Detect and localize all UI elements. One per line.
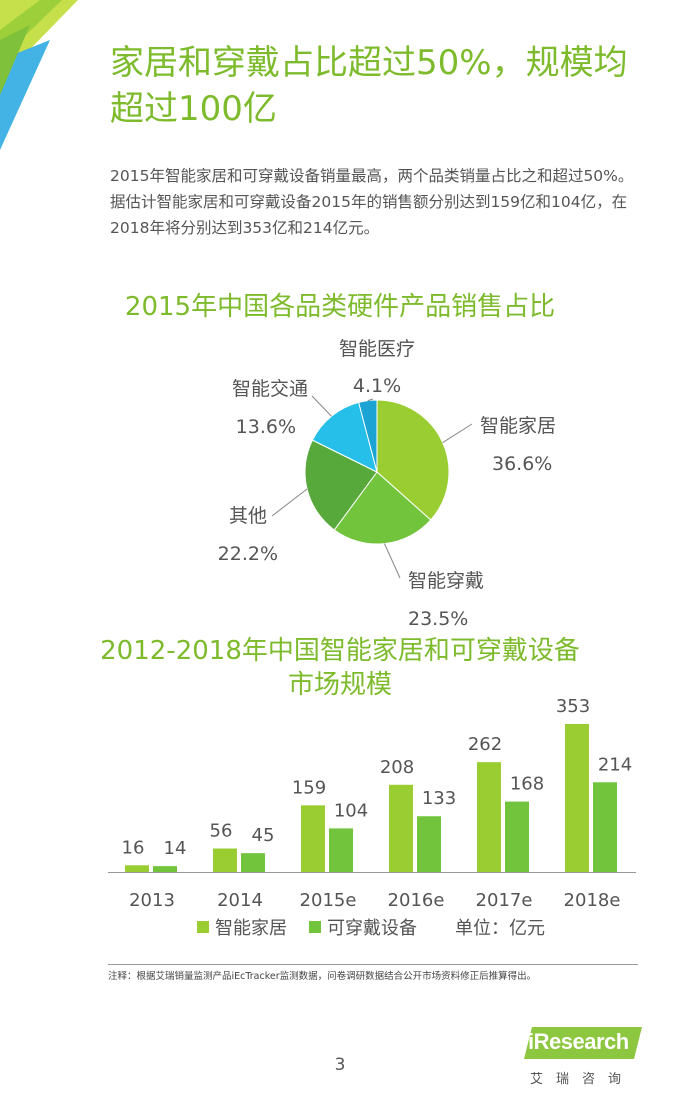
bar	[329, 828, 353, 872]
pie-slice-value: 22.2%	[218, 543, 278, 565]
pie-slice	[311, 401, 378, 473]
bar-value-label: 214	[598, 754, 632, 775]
pie-slice	[304, 439, 378, 531]
pie-leader-line	[311, 395, 332, 417]
pie-slice-value: 23.5%	[408, 608, 468, 630]
pie-leader-line	[271, 488, 308, 517]
logo-chinese: 艾瑞咨询	[530, 1072, 635, 1087]
bar-value-label: 16	[122, 837, 145, 858]
corner-decoration	[0, 0, 78, 150]
legend-swatch	[309, 921, 321, 933]
x-tick-label: 2015e	[300, 890, 357, 911]
pie-chart: 智能家居 36.6% 智能穿戴 23.5% 其他 22.2% 智能交通 13.6% 智能医疗 4.…	[218, 338, 556, 630]
x-tick-label: 2016e	[388, 890, 445, 911]
pie-slice-value: 36.6%	[492, 453, 552, 475]
bar-chart-title: 2012-2018年中国智能家居和可穿戴设备 市场规模	[0, 634, 680, 702]
bar	[417, 816, 441, 872]
bar-value-label: 133	[422, 788, 456, 809]
pie-slice-name: 智能交通	[232, 378, 308, 400]
pie-chart-title: 2015年中国各品类硬件产品销售占比	[124, 292, 556, 322]
bar-chart-title-line: 2012-2018年中国智能家居和可穿戴设备	[100, 636, 580, 666]
bar-value-label: 56	[210, 821, 233, 842]
legend-label: 智能家居	[215, 918, 287, 939]
pie-leader-line	[383, 543, 401, 579]
bar	[125, 865, 149, 872]
pie-slice	[358, 399, 378, 473]
bar	[153, 866, 177, 872]
pie-slice-value: 13.6%	[236, 416, 296, 438]
legend-swatch	[197, 921, 209, 933]
pie-slice-name: 智能家居	[480, 415, 556, 437]
bar-value-label: 104	[334, 800, 368, 821]
footnote-divider	[108, 964, 638, 965]
pie-slice-name: 智能医疗	[339, 338, 415, 360]
page-title: 家居和穿戴占比超过50%，规模均超过100亿	[110, 43, 628, 129]
bar	[241, 853, 265, 872]
intro-line: 据估计智能家居和可穿戴设备2015年的销售额分别达到159亿和104亿，在201…	[110, 193, 628, 237]
bar-value-label: 262	[468, 734, 502, 755]
unit-label: 单位：亿元	[455, 918, 545, 939]
bar	[505, 801, 529, 872]
bar-value-label: 168	[510, 774, 544, 795]
intro-paragraph: 2015年智能家居和可穿戴设备销量最高，两个品类销量占比之和超过50%。 据估计…	[110, 163, 655, 241]
bar-value-label: 45	[252, 825, 275, 846]
pie-leader-line	[367, 398, 374, 402]
bar	[565, 724, 589, 872]
pie-slice-name: 智能穿戴	[408, 570, 484, 592]
x-tick-label: 2017e	[476, 890, 533, 911]
iresearch-logo: iResearch 艾瑞咨询	[520, 1025, 650, 1095]
bar	[593, 782, 617, 872]
x-tick-label: 2018e	[564, 890, 621, 911]
logo-text: iResearch	[528, 1029, 629, 1054]
bar	[389, 784, 413, 872]
intro-line: 2015年智能家居和可穿戴设备销量最高，两个品类销量占比之和超过50%。	[110, 167, 634, 185]
footnote: 注释：根据艾瑞销量监测产品iEcTracker监测数据，问卷调研数据结合公开市场…	[108, 971, 537, 982]
pie-leader-line	[442, 423, 473, 443]
bar	[213, 848, 237, 872]
bar-value-label: 353	[556, 696, 590, 717]
bar-value-label: 14	[164, 838, 187, 859]
bar-chart-title-line: 市场规模	[287, 670, 392, 700]
bar	[301, 805, 325, 872]
x-tick-label: 2013	[129, 890, 175, 911]
legend-label: 可穿戴设备	[327, 918, 417, 939]
pie-slice-value: 4.1%	[353, 375, 401, 397]
pie-slice-name: 其他	[229, 505, 267, 527]
x-tick-label: 2014	[217, 890, 263, 911]
bar-value-label: 208	[380, 757, 414, 778]
bar-chart: 16 14 2013 56 45 2014 159 104 2015e 208 133 2016e 26…	[108, 696, 636, 939]
bar	[477, 762, 501, 872]
bar-value-label: 159	[292, 777, 326, 798]
page-number: 3	[334, 1055, 346, 1075]
